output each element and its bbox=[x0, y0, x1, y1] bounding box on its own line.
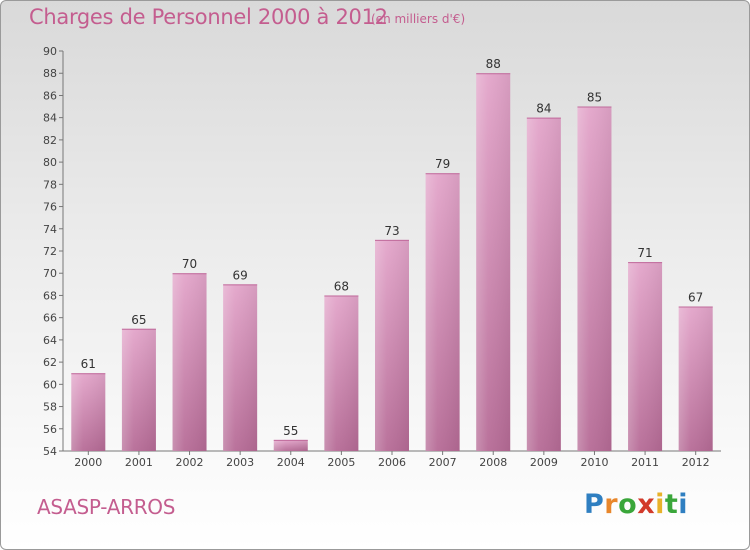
y-tick-label: 66 bbox=[43, 312, 57, 325]
bar-value-label: 68 bbox=[334, 279, 349, 293]
bar-shine bbox=[476, 73, 511, 451]
bar-shine bbox=[172, 273, 207, 451]
logo-letter: P bbox=[584, 489, 605, 520]
x-tick-label: 2010 bbox=[580, 456, 608, 469]
y-tick-label: 72 bbox=[43, 245, 57, 258]
y-tick-label: 84 bbox=[43, 112, 57, 125]
y-tick-label: 56 bbox=[43, 423, 57, 436]
x-tick-label: 2006 bbox=[378, 456, 406, 469]
bar-shine bbox=[273, 439, 308, 451]
bar-shine bbox=[678, 306, 713, 451]
bar-value-label: 85 bbox=[587, 91, 602, 105]
commune-name: ASASP-ARROS bbox=[37, 495, 176, 519]
x-tick-label: 2005 bbox=[327, 456, 355, 469]
bar-value-label: 69 bbox=[233, 268, 248, 282]
bar-value-label: 67 bbox=[688, 291, 703, 305]
bar-shine bbox=[71, 373, 106, 451]
x-tick-label: 2001 bbox=[125, 456, 153, 469]
y-tick-label: 70 bbox=[43, 267, 57, 280]
y-tick-label: 62 bbox=[43, 356, 57, 369]
y-tick-label: 80 bbox=[43, 156, 57, 169]
bar-shine bbox=[121, 328, 156, 451]
bar-shine bbox=[375, 239, 409, 451]
y-tick-label: 60 bbox=[43, 378, 57, 391]
bar-value-label: 84 bbox=[536, 102, 551, 116]
bar-value-label: 65 bbox=[131, 313, 146, 327]
logo-letter: r bbox=[604, 489, 619, 520]
bar-shine bbox=[628, 262, 663, 451]
chart-title: Charges de Personnel 2000 à 2012 bbox=[29, 5, 388, 29]
x-tick-label: 2000 bbox=[74, 456, 102, 469]
y-tick-label: 58 bbox=[43, 401, 57, 414]
y-tick-label: 90 bbox=[43, 45, 57, 58]
proxiti-logo: Proxiti bbox=[584, 489, 688, 520]
y-tick-label: 88 bbox=[43, 67, 57, 80]
logo-letter: i bbox=[655, 489, 665, 520]
logo-letter: o bbox=[618, 489, 638, 520]
bar-shine bbox=[223, 284, 258, 451]
bar-value-label: 61 bbox=[81, 357, 96, 371]
bar-value-label: 73 bbox=[384, 224, 399, 238]
bar-value-label: 79 bbox=[435, 157, 450, 171]
bar-shine bbox=[324, 295, 359, 451]
x-tick-label: 2009 bbox=[530, 456, 558, 469]
x-tick-label: 2003 bbox=[226, 456, 254, 469]
bar-value-label: 71 bbox=[637, 246, 652, 260]
bar-value-label: 55 bbox=[283, 424, 298, 438]
bar-value-label: 88 bbox=[486, 57, 501, 71]
y-tick-label: 86 bbox=[43, 89, 57, 102]
x-tick-label: 2002 bbox=[176, 456, 204, 469]
y-tick-label: 68 bbox=[43, 289, 57, 302]
logo-letter: x bbox=[637, 489, 656, 520]
bar-shine bbox=[526, 117, 561, 452]
logo-letter: i bbox=[678, 489, 689, 520]
x-tick-label: 2012 bbox=[682, 456, 710, 469]
bar-shine bbox=[577, 106, 612, 452]
x-tick-label: 2004 bbox=[277, 456, 305, 469]
chart-subtitle: (en milliers d'€) bbox=[371, 12, 466, 26]
bar-shine bbox=[425, 173, 460, 451]
y-tick-label: 74 bbox=[43, 223, 57, 236]
logo-letter: t bbox=[664, 489, 679, 520]
x-tick-label: 2007 bbox=[429, 456, 457, 469]
y-tick-label: 76 bbox=[43, 201, 57, 214]
y-tick-label: 78 bbox=[43, 178, 57, 191]
x-tick-label: 2011 bbox=[631, 456, 659, 469]
y-tick-label: 64 bbox=[43, 334, 57, 347]
x-tick-label: 2008 bbox=[479, 456, 507, 469]
bar-value-label: 70 bbox=[182, 257, 197, 271]
y-tick-label: 54 bbox=[43, 445, 57, 458]
y-tick-label: 82 bbox=[43, 134, 57, 147]
